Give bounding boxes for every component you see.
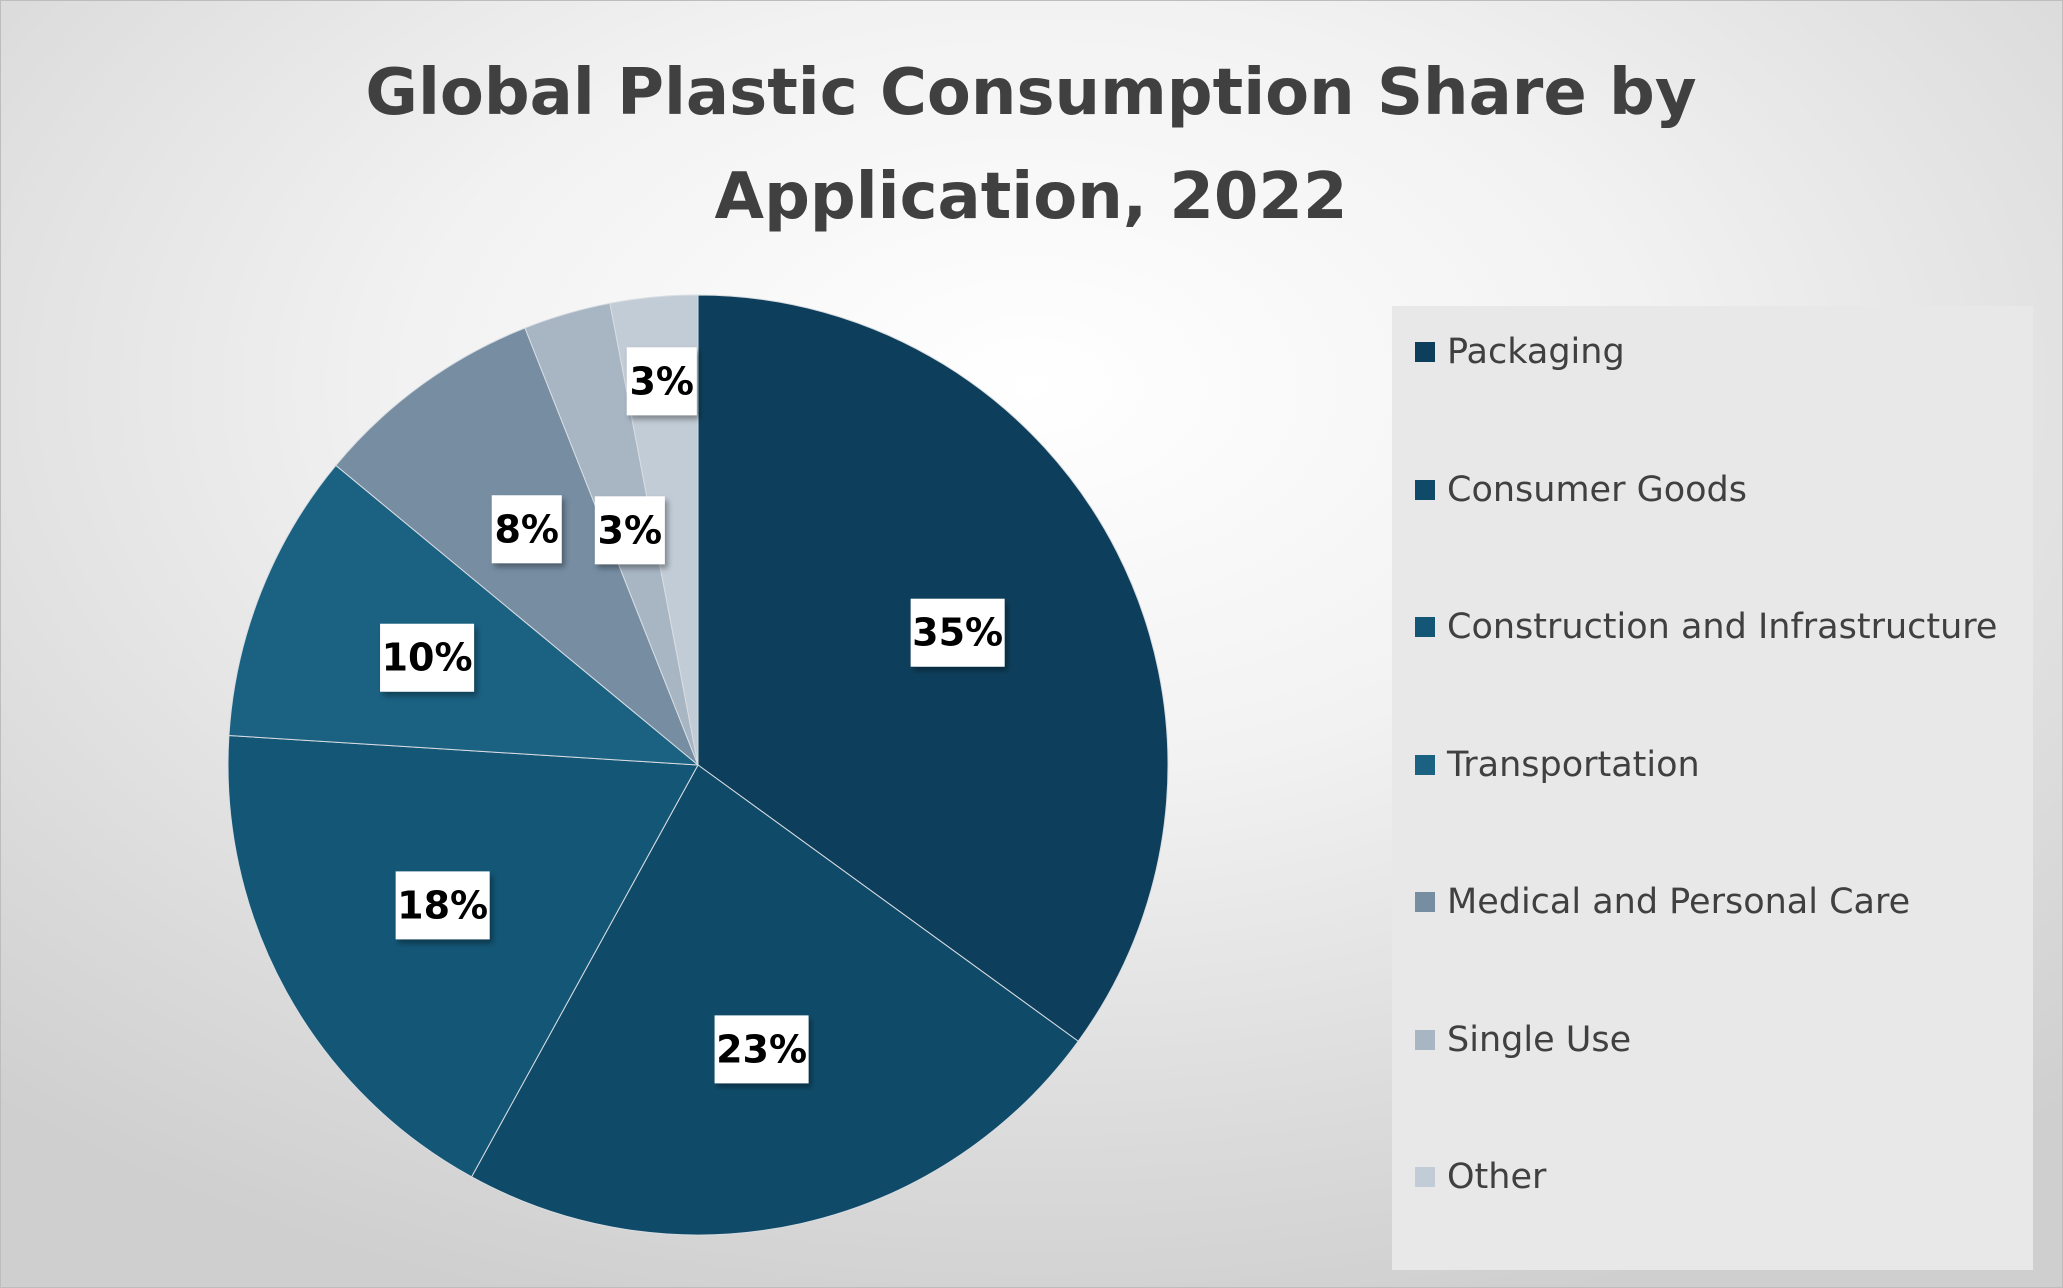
svg-text:35%: 35% xyxy=(912,611,1003,655)
data-label-box xyxy=(491,495,562,564)
legend-label: Medical and Personal Care xyxy=(1447,882,1911,922)
svg-text:3%: 3% xyxy=(629,359,694,403)
legend-swatch xyxy=(1415,892,1435,912)
data-label-box xyxy=(380,623,475,692)
legend-label: Single Use xyxy=(1447,1019,1632,1060)
svg-text:10%: 10% xyxy=(382,636,473,680)
legend-swatch xyxy=(1415,754,1435,775)
legend-label: Packaging xyxy=(1447,332,1625,372)
slice-consumer-goods xyxy=(470,764,1079,1236)
legend-label: Transportation xyxy=(1447,744,1700,785)
data-label-construction-and-infrastructure: 18% xyxy=(395,871,490,940)
legend-swatch xyxy=(1415,479,1435,500)
data-label-single-use: 3% xyxy=(594,496,665,565)
svg-text:18%: 18% xyxy=(397,883,488,927)
slice-construction-and-infrastructure xyxy=(227,734,699,1178)
data-label-box xyxy=(910,598,1005,667)
legend-item-packaging: Packaging xyxy=(1415,327,1625,377)
legend-item-other: Other xyxy=(1415,1152,1546,1202)
data-label-box xyxy=(395,871,490,940)
data-label-packaging: 35% xyxy=(910,598,1005,667)
data-label-box xyxy=(714,1015,809,1084)
legend-item-consumer-goods: Consumer Goods xyxy=(1415,465,1747,515)
legend-item-construction-and-infrastructure: Construction and Infrastructure xyxy=(1415,602,1997,652)
chart-title: Global Plastic Consumption Share by Appl… xyxy=(365,56,1697,234)
legend-label: Construction and Infrastructure xyxy=(1447,607,1998,647)
data-label-box xyxy=(626,347,697,416)
legend: Packaging Consumer Goods Construction and … xyxy=(1392,306,2033,1270)
data-label-consumer-goods: 23% xyxy=(714,1015,809,1084)
svg-text:3%: 3% xyxy=(598,508,663,552)
legend-item-single-use: Single Use xyxy=(1415,1015,1631,1065)
svg-text:8%: 8% xyxy=(494,507,559,551)
legend-swatch xyxy=(1415,1029,1435,1050)
legend-label: Consumer Goods xyxy=(1447,469,1747,510)
legend-swatch xyxy=(1415,1167,1435,1187)
legend-label: Other xyxy=(1447,1157,1547,1197)
data-labels: 35% 23% 18% 10% 8% 3% 3% xyxy=(380,347,1005,1084)
data-label-other: 3% xyxy=(626,347,697,416)
legend-item-medical-and-personal-care: Medical and Personal Care xyxy=(1415,877,1910,927)
data-label-transportation: 10% xyxy=(380,623,475,692)
legend-swatch xyxy=(1415,342,1435,362)
data-label-box xyxy=(594,496,665,565)
data-label-medical-and-personal-care: 8% xyxy=(491,495,562,564)
legend-item-transportation: Transportation xyxy=(1415,740,1700,790)
svg-text:23%: 23% xyxy=(716,1027,807,1071)
legend-swatch xyxy=(1415,617,1435,637)
slice-packaging xyxy=(697,294,1169,1042)
pie-slices xyxy=(227,294,1169,1236)
slice-transportation xyxy=(228,464,700,766)
